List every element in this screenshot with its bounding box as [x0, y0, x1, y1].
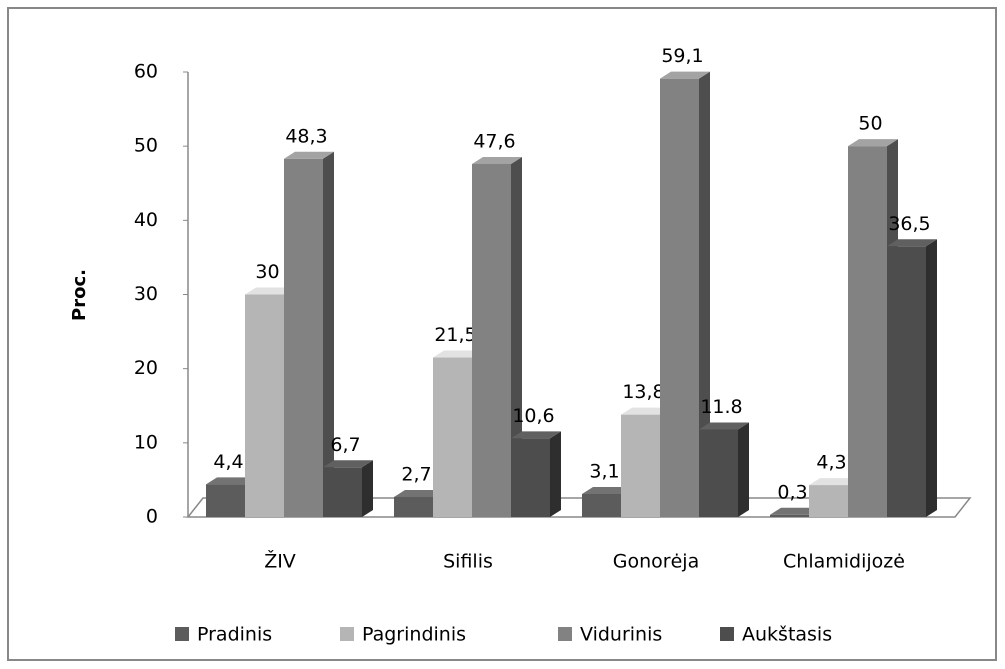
bar	[621, 414, 660, 517]
bar-top	[394, 489, 444, 497]
bar-top	[848, 139, 898, 147]
data-label: 48,3	[285, 125, 327, 147]
bar	[770, 514, 809, 517]
y-tick-label: 40	[134, 209, 158, 231]
bar	[206, 484, 245, 517]
data-label: 50	[858, 113, 882, 135]
bar-top	[472, 156, 522, 164]
bar-top	[206, 477, 256, 485]
data-label: 36,5	[888, 213, 930, 235]
bar	[582, 494, 621, 517]
data-label: 4,4	[213, 451, 243, 473]
bar-side	[926, 239, 937, 517]
legend-label: Pradinis	[197, 624, 272, 646]
legend-swatch	[175, 627, 189, 641]
legend-label: Vidurinis	[580, 624, 662, 646]
x-tick-label: ŽIV	[264, 550, 296, 573]
data-label: 4,3	[816, 452, 846, 474]
bar-top	[699, 422, 749, 430]
bar	[809, 485, 848, 517]
bar-side	[511, 156, 522, 517]
bar-top	[511, 431, 561, 439]
bar	[848, 146, 887, 517]
bar-top	[582, 487, 632, 495]
bar-top	[433, 350, 483, 358]
data-label: 21,5	[434, 324, 476, 346]
bar	[394, 496, 433, 517]
bar-side	[550, 431, 561, 517]
data-label: 11.8	[700, 396, 742, 418]
y-tick-label: 20	[134, 357, 158, 379]
y-axis-title: Proc.	[69, 269, 90, 321]
x-tick-label: Chlamidijozė	[783, 551, 905, 573]
legend-swatch	[720, 627, 734, 641]
bar-top	[809, 478, 859, 486]
data-label: 6,7	[330, 434, 360, 456]
bar-top	[660, 71, 710, 79]
bar	[660, 78, 699, 518]
bar	[323, 467, 362, 517]
data-label: 3,1	[589, 461, 619, 483]
bar	[472, 163, 511, 517]
data-label: 0,3	[777, 481, 807, 503]
data-label: 30	[255, 261, 279, 283]
y-tick-label: 0	[146, 506, 158, 528]
bar-side	[323, 151, 334, 517]
bar	[245, 294, 284, 517]
bar-top	[887, 239, 937, 247]
bar	[284, 158, 323, 517]
y-tick-label: 50	[134, 135, 158, 157]
y-tick-label: 30	[134, 283, 158, 305]
legend-label: Aukštasis	[742, 624, 832, 646]
bar	[433, 357, 472, 517]
y-tick-label: 10	[134, 431, 158, 453]
legend-swatch	[340, 627, 354, 641]
data-label: 59,1	[661, 45, 703, 67]
bar-top	[284, 151, 334, 159]
legend-label: Pagrindinis	[362, 624, 466, 646]
bar-top	[245, 287, 295, 295]
y-tick-label: 60	[134, 61, 158, 83]
bar-side	[362, 460, 373, 517]
bar	[699, 429, 738, 517]
x-tick-label: Sifilis	[443, 551, 493, 573]
bar-top	[770, 507, 820, 515]
data-label: 2,7	[401, 463, 431, 485]
data-label: 13,8	[622, 381, 664, 403]
bar-top	[323, 460, 373, 468]
x-tick-label: Gonorėja	[613, 551, 699, 573]
data-label: 10,6	[512, 405, 554, 427]
bar	[887, 246, 926, 517]
bar	[511, 438, 550, 517]
bar-side	[699, 71, 710, 518]
bar-side	[738, 422, 749, 517]
legend-swatch	[558, 627, 572, 641]
data-label: 47,6	[473, 130, 515, 152]
bar-top	[621, 407, 671, 415]
